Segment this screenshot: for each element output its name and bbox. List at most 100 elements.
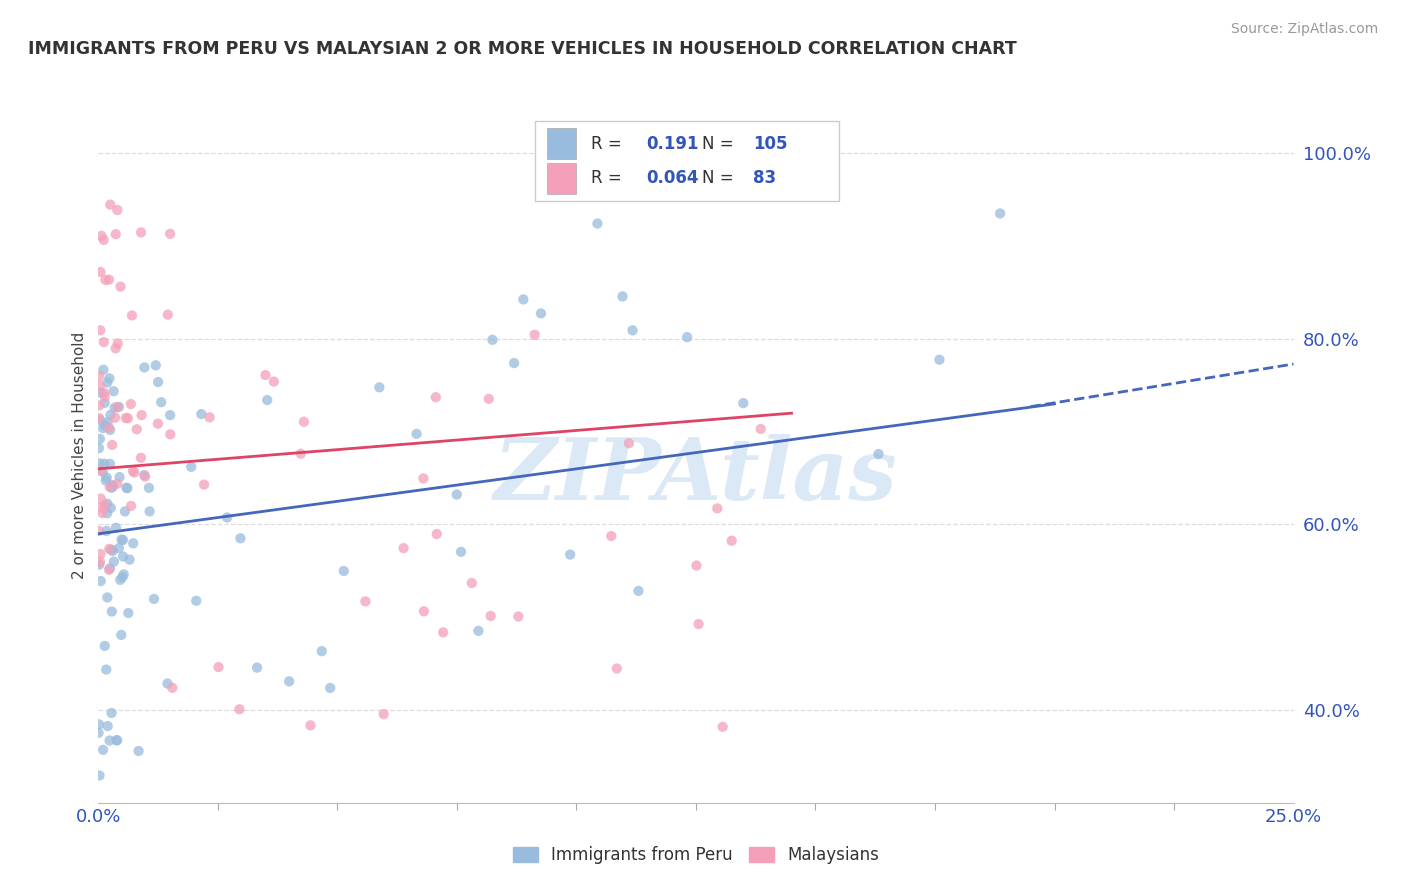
Point <box>94 418 117 433</box>
Point <box>450 545 472 559</box>
Point <box>98 563 121 577</box>
Point <box>93 385 115 400</box>
Point <box>426 527 449 541</box>
Point <box>368 380 391 394</box>
Point <box>461 576 484 591</box>
Point <box>120 499 142 513</box>
Point <box>101 438 124 452</box>
Point <box>103 384 125 399</box>
Point <box>246 660 269 674</box>
Point <box>432 625 454 640</box>
Point <box>560 548 582 562</box>
Point <box>193 477 215 491</box>
Point <box>150 395 173 409</box>
Point <box>198 410 221 425</box>
Point <box>103 479 125 493</box>
Point <box>128 744 150 758</box>
Point <box>94 498 117 512</box>
Point <box>162 681 184 695</box>
Point <box>100 478 122 492</box>
Point <box>96 591 118 605</box>
Point <box>89 378 111 392</box>
Point <box>129 450 152 465</box>
Point <box>96 376 118 390</box>
Point <box>190 407 212 421</box>
Point <box>101 605 124 619</box>
Point <box>89 265 111 279</box>
Point <box>290 447 312 461</box>
Point <box>278 674 301 689</box>
Point <box>586 217 609 231</box>
Point <box>706 501 728 516</box>
Point <box>110 628 132 642</box>
Legend: Immigrants from Peru, Malaysians: Immigrants from Peru, Malaysians <box>506 839 886 871</box>
Point <box>688 617 710 632</box>
Point <box>129 226 152 240</box>
Point <box>98 197 121 211</box>
Point <box>105 733 128 747</box>
Point <box>98 733 121 747</box>
Point <box>108 400 131 414</box>
Point <box>98 561 121 575</box>
Point <box>125 422 148 436</box>
Point <box>145 359 167 373</box>
Point <box>98 371 121 385</box>
Point <box>117 481 139 495</box>
Point <box>467 624 489 638</box>
Point <box>110 279 132 293</box>
Point <box>254 368 277 382</box>
Point <box>89 399 111 413</box>
Text: R =: R = <box>591 135 621 153</box>
Point <box>89 547 111 561</box>
Point <box>711 720 734 734</box>
Point <box>89 432 111 446</box>
Point <box>107 400 129 414</box>
Point <box>263 375 285 389</box>
Text: 83: 83 <box>754 169 776 187</box>
Point <box>131 408 153 422</box>
Point <box>612 289 634 303</box>
Point <box>89 413 111 427</box>
Point <box>138 481 160 495</box>
Point <box>503 356 526 370</box>
Point <box>111 533 134 547</box>
Point <box>138 504 160 518</box>
Point <box>478 392 501 406</box>
Point <box>91 506 114 520</box>
Text: 105: 105 <box>754 135 787 153</box>
Point <box>105 202 128 217</box>
Point <box>96 497 118 511</box>
Text: 0.191: 0.191 <box>645 135 699 153</box>
Point <box>134 360 156 375</box>
Point <box>118 552 141 566</box>
Point <box>90 500 112 515</box>
Point <box>104 401 127 415</box>
Point <box>392 541 415 556</box>
Point <box>412 471 434 485</box>
Point <box>479 609 502 624</box>
Point <box>87 441 110 455</box>
Point <box>512 293 534 307</box>
Point <box>333 564 356 578</box>
Point <box>180 459 202 474</box>
Point <box>107 336 129 351</box>
Point <box>159 427 181 442</box>
Point <box>146 417 169 431</box>
Point <box>90 464 112 478</box>
Point <box>108 573 131 587</box>
Text: 0.064: 0.064 <box>645 169 699 187</box>
Point <box>101 544 124 558</box>
Point <box>621 323 644 337</box>
Point <box>446 487 468 501</box>
Point <box>112 549 135 564</box>
Point <box>97 415 120 429</box>
Point <box>373 707 395 722</box>
Point <box>91 421 114 435</box>
Point <box>91 465 114 479</box>
Point <box>749 422 772 436</box>
Point <box>114 504 136 518</box>
Point <box>229 531 252 545</box>
Y-axis label: 2 or more Vehicles in Household: 2 or more Vehicles in Household <box>72 331 87 579</box>
Point <box>96 524 118 538</box>
Point <box>98 273 121 287</box>
